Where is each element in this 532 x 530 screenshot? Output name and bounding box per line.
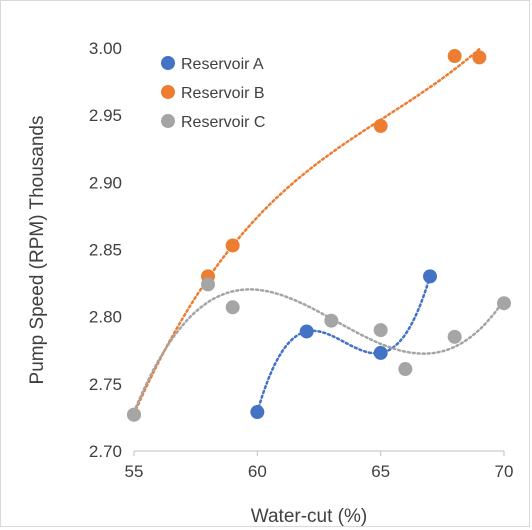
y-axis-title: Pump Speed (RPM) Thousands — [27, 116, 48, 385]
data-point-series-1 — [472, 50, 487, 65]
trendline-series-2 — [132, 288, 506, 414]
data-point-series-2 — [373, 323, 388, 338]
legend: Reservoir A Reservoir B Reservoir C — [161, 56, 265, 131]
data-point-series-0 — [299, 324, 314, 339]
y-tick-label: 2.75 — [89, 375, 122, 394]
y-tick-label: 2.90 — [89, 173, 122, 192]
data-points — [127, 49, 511, 422]
data-point-series-0 — [250, 405, 265, 420]
legend-marker — [161, 114, 175, 128]
legend-label: Reservoir A — [181, 56, 264, 73]
trendline-series-0 — [256, 275, 432, 414]
y-tick-label: 3.00 — [89, 39, 122, 58]
data-point-series-1 — [447, 49, 462, 64]
data-point-series-2 — [127, 407, 141, 422]
x-tick-label: 60 — [248, 462, 267, 481]
data-point-series-2 — [497, 296, 511, 311]
y-tick-label: 2.85 — [89, 241, 122, 260]
x-tick-label: 55 — [125, 462, 144, 481]
legend-marker — [161, 85, 175, 99]
trendline-series-1 — [132, 47, 481, 416]
y-tick-label: 2.70 — [89, 442, 122, 461]
y-tick-label: 2.95 — [89, 106, 122, 125]
data-point-series-1 — [373, 118, 388, 133]
x-tick-label: 70 — [495, 462, 514, 481]
legend-label: Reservoir B — [181, 85, 265, 102]
data-point-series-2 — [201, 277, 215, 292]
data-point-series-0 — [423, 269, 437, 284]
data-point-series-0 — [373, 345, 388, 360]
legend-label: Reservoir C — [181, 114, 265, 131]
y-tick-label: 2.80 — [89, 308, 122, 327]
data-point-series-2 — [324, 313, 339, 328]
data-point-series-2 — [398, 362, 413, 377]
data-point-series-2 — [225, 300, 240, 315]
trendlines — [132, 47, 506, 416]
data-point-series-1 — [225, 238, 240, 253]
legend-marker — [161, 56, 175, 70]
axes: 55 60 65 70 2.70 2.75 2.80 2.85 2.90 2.95 3.00 — [89, 39, 514, 481]
data-point-series-2 — [447, 329, 462, 344]
x-tick-label: 65 — [371, 462, 390, 481]
x-axis-title: Water-cut (%) — [251, 506, 367, 527]
